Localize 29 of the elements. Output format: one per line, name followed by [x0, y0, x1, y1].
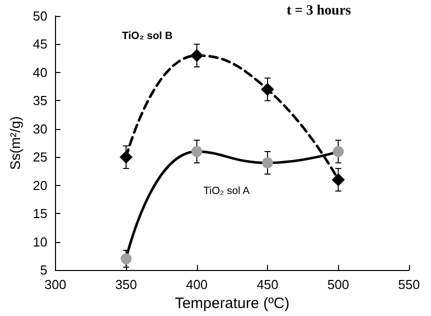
annotation: t = 3 hours — [286, 4, 352, 18]
series-label: TiO₂ sol B — [122, 30, 174, 42]
y-tick-label: 5 — [40, 262, 48, 278]
x-tick-label: 300 — [44, 277, 66, 292]
point — [120, 150, 133, 164]
y-tick-label: 40 — [32, 64, 48, 80]
y-tick-label: 50 — [32, 8, 48, 24]
point — [332, 146, 344, 158]
point — [191, 146, 202, 158]
y-tick-label: 10 — [32, 234, 48, 250]
y-tick-label: 25 — [32, 150, 48, 165]
x-tick-label: 500 — [327, 277, 350, 292]
x-axis-title: Temperature (ºC) — [174, 295, 290, 312]
point — [262, 157, 274, 168]
text: TiO₂ sol A — [203, 185, 250, 198]
x-tick-label: 450 — [256, 277, 278, 292]
y-tick-label: 15 — [32, 206, 48, 222]
x-tick-label: 350 — [115, 277, 137, 292]
y-tick-label: 20 — [32, 178, 48, 193]
point — [120, 253, 132, 264]
y-axis-title: Ss(m²/g) — [7, 116, 23, 170]
x-tick-label: 550 — [398, 277, 420, 292]
y-tick-label: 30 — [32, 121, 48, 136]
y-tick-label: 35 — [32, 93, 48, 108]
point — [261, 82, 274, 96]
point — [332, 173, 345, 186]
y-tick-label: 45 — [32, 36, 48, 52]
x-tick-label: 400 — [186, 277, 208, 292]
point — [190, 49, 204, 62]
